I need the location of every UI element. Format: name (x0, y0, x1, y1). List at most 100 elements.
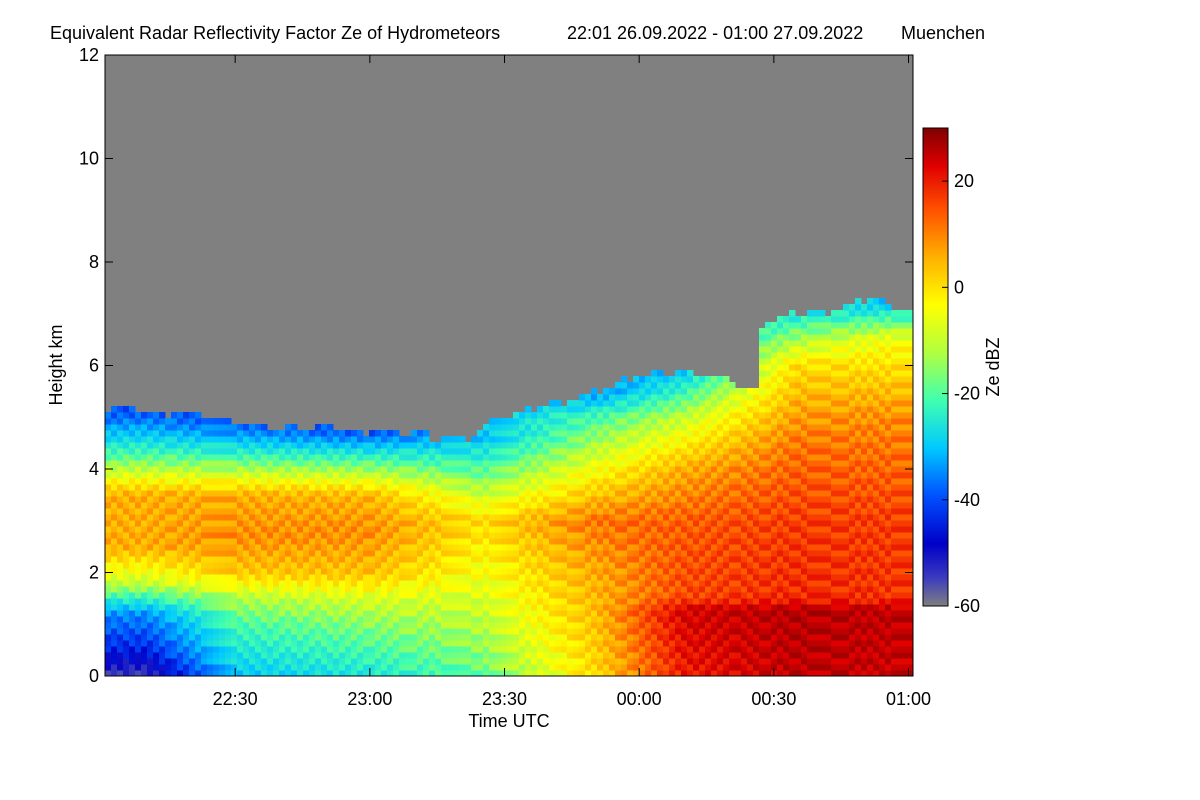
heatmap-cell (459, 508, 466, 515)
heatmap-cell (141, 610, 148, 617)
heatmap-cell (405, 466, 412, 473)
heatmap-cell (309, 562, 316, 569)
heatmap-cell (279, 448, 286, 455)
heatmap-cell (627, 400, 634, 407)
heatmap-cell (501, 460, 508, 467)
heatmap-cell (621, 382, 628, 389)
heatmap-cell (723, 418, 730, 425)
heatmap-cell (663, 664, 670, 671)
heatmap-cell (375, 592, 382, 599)
heatmap-cell (417, 478, 424, 485)
heatmap-cell (165, 550, 172, 557)
heatmap-cell (525, 568, 532, 575)
heatmap-cell (249, 592, 256, 599)
heatmap-cell (459, 472, 466, 479)
heatmap-cell (597, 424, 604, 431)
heatmap-cell (681, 424, 688, 431)
heatmap-cell (129, 502, 136, 509)
heatmap-cell (237, 664, 244, 671)
heatmap-cell (525, 418, 532, 425)
heatmap-cell (393, 520, 400, 527)
heatmap-cell (309, 478, 316, 485)
heatmap-cell (117, 550, 124, 557)
heatmap-cell (627, 646, 634, 653)
heatmap-cell (651, 604, 658, 611)
heatmap-cell (729, 568, 736, 575)
heatmap-cell (513, 466, 520, 473)
heatmap-cell (693, 658, 700, 665)
heatmap-cell (111, 646, 118, 653)
heatmap-cell (567, 580, 574, 587)
heatmap-cell (357, 664, 364, 671)
heatmap-cell (243, 484, 250, 491)
heatmap-cell (219, 460, 226, 467)
heatmap-cell (477, 544, 484, 551)
heatmap-cell (621, 502, 628, 509)
heatmap-cell (249, 604, 256, 611)
heatmap-cell (177, 430, 184, 437)
heatmap-cell (261, 658, 268, 665)
heatmap-cell (177, 508, 184, 515)
heatmap-cell (183, 448, 190, 455)
heatmap-cell (315, 442, 322, 449)
heatmap-cell (549, 658, 556, 665)
heatmap-cell (315, 532, 322, 539)
heatmap-cell (351, 490, 358, 497)
heatmap-cell (171, 646, 178, 653)
heatmap-cell (735, 478, 742, 485)
heatmap-cell (471, 556, 478, 563)
heatmap-cell (741, 490, 748, 497)
heatmap-cell (273, 448, 280, 455)
heatmap-cell (261, 652, 268, 659)
heatmap-cell (537, 472, 544, 479)
heatmap-cell (753, 418, 760, 425)
heatmap-cell (483, 556, 490, 563)
heatmap-cell (723, 652, 730, 659)
heatmap-cell (153, 532, 160, 539)
heatmap-cell (303, 640, 310, 647)
heatmap-cell (477, 478, 484, 485)
heatmap-cell (213, 484, 220, 491)
heatmap-cell (405, 604, 412, 611)
heatmap-cell (165, 520, 172, 527)
heatmap-cell (315, 454, 322, 461)
heatmap-cell (471, 574, 478, 581)
heatmap-cell (219, 466, 226, 473)
heatmap-cell (171, 580, 178, 587)
heatmap-cell (417, 640, 424, 647)
heatmap-cell (585, 550, 592, 557)
heatmap-cell (219, 658, 226, 665)
heatmap-cell (705, 406, 712, 413)
heatmap-cell (591, 430, 598, 437)
heatmap-cell (231, 484, 238, 491)
heatmap-cell (711, 490, 718, 497)
heatmap-cell (645, 496, 652, 503)
heatmap-cell (327, 568, 334, 575)
heatmap-cell (111, 556, 118, 563)
heatmap-cell (711, 598, 718, 605)
heatmap-cell (423, 664, 430, 671)
heatmap-cell (549, 466, 556, 473)
heatmap-cell (759, 628, 766, 635)
heatmap-cell (159, 448, 166, 455)
heatmap-cell (447, 586, 454, 593)
heatmap-cell (321, 622, 328, 629)
heatmap-cell (369, 610, 376, 617)
heatmap-cell (111, 514, 118, 521)
heatmap-cell (495, 628, 502, 635)
heatmap-cell (603, 526, 610, 533)
heatmap-cell (429, 526, 436, 533)
heatmap-cell (639, 664, 646, 671)
heatmap-cell (327, 616, 334, 623)
heatmap-cell (411, 616, 418, 623)
heatmap-cell (591, 586, 598, 593)
heatmap-cell (555, 466, 562, 473)
heatmap-cell (561, 568, 568, 575)
heatmap-cell (543, 532, 550, 539)
heatmap-cell (741, 538, 748, 545)
heatmap-cell (105, 418, 112, 425)
heatmap-cell (267, 574, 274, 581)
heatmap-cell (753, 586, 760, 593)
heatmap-cell (759, 580, 766, 587)
heatmap-column (243, 424, 250, 676)
